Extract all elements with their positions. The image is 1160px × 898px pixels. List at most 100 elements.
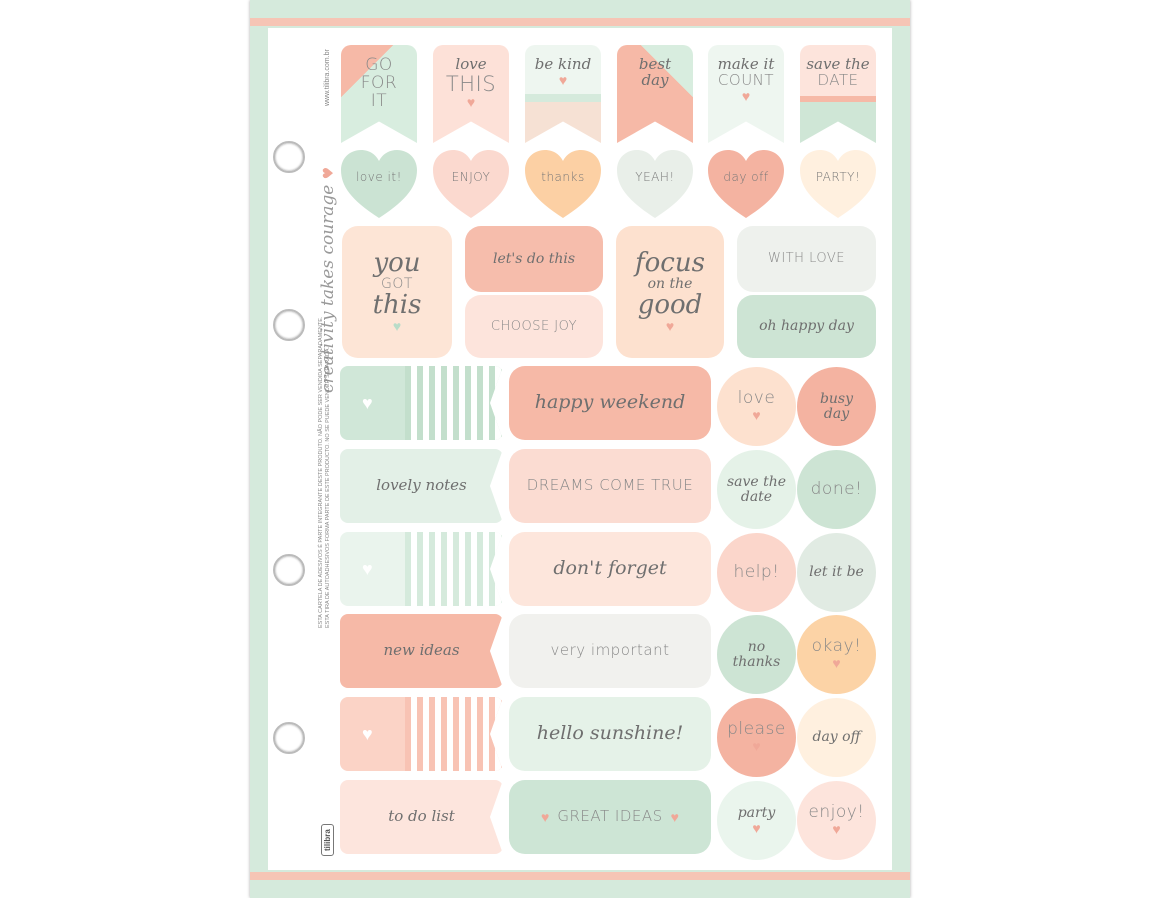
heart-icon: ♥ [362, 723, 373, 744]
striped-tab-sticker[interactable]: ♥ [340, 532, 503, 606]
sticker-label: YEAH! [635, 169, 675, 184]
heart-sticker[interactable]: PARTY! [800, 150, 876, 218]
sticker-sheet: www.tilibra.com.br creativity takes cour… [250, 0, 910, 898]
label-sticker[interactable]: happy weekend [509, 366, 711, 440]
sticker-label: DREAMS COME TRUE [526, 476, 694, 495]
sticker-label: GREAT IDEAS [557, 807, 663, 826]
circle-sticker[interactable]: party ♥ [717, 781, 796, 860]
heart-sticker[interactable]: ENJOY [433, 150, 509, 218]
stripes [405, 366, 503, 440]
sticker-label: party [737, 804, 776, 821]
striped-tab-sticker[interactable]: ♥ [340, 366, 503, 440]
heart-icon: ♥ [362, 392, 373, 413]
binder-hole [273, 309, 305, 341]
sticker-label: DATE [817, 70, 859, 89]
heart-icon: ♥ [752, 738, 761, 755]
circle-sticker[interactable]: done! [797, 450, 876, 529]
heart-icon: ♥ [665, 318, 675, 335]
sticker-label: you [373, 248, 421, 279]
heart-sticker[interactable]: love it! [341, 150, 417, 218]
label-sticker[interactable]: DREAMS COME TRUE [509, 449, 711, 523]
label-sticker[interactable]: very important [509, 614, 711, 688]
heart-sticker[interactable]: YEAH! [617, 150, 693, 218]
binder-hole [273, 554, 305, 586]
sticker-label: hello sunshine! [536, 722, 684, 745]
heart-icon: ♥ [541, 808, 550, 825]
heart-icon: ♥ [670, 808, 679, 825]
label-sticker[interactable]: let's do this [465, 226, 603, 292]
flag-sticker[interactable]: best day [617, 45, 693, 143]
label-sticker[interactable]: hello sunshine! [509, 697, 711, 771]
circle-sticker[interactable]: day off [797, 698, 876, 777]
heart-sticker[interactable]: day off [708, 150, 784, 218]
binder-hole [273, 141, 305, 173]
heart-icon: ♥ [832, 821, 841, 838]
sticker-label: COUNT [717, 70, 775, 89]
sticker-label: IT [370, 90, 388, 111]
circle-sticker[interactable]: busy day [797, 367, 876, 446]
stripes [405, 697, 503, 771]
circle-sticker[interactable]: enjoy! ♥ [797, 781, 876, 860]
sticker-label: WITH LOVE [768, 251, 845, 267]
notice-pt: ESTA CARTELA DE ADESIVOS É PARTE INTEGRA… [318, 316, 324, 628]
label-sticker[interactable]: ♥ GREAT IDEAS ♥ [509, 780, 711, 854]
heart-icon: ♥ [362, 558, 373, 579]
circle-sticker[interactable]: help! [717, 533, 796, 612]
stripes [405, 532, 503, 606]
heart-icon: ♥ [752, 407, 761, 424]
circle-sticker[interactable]: save the date [717, 450, 796, 529]
label-sticker[interactable]: don't forget [509, 532, 711, 606]
sticker-label: oh happy day [759, 318, 854, 335]
label-sticker[interactable]: WITH LOVE [737, 226, 876, 292]
heart-icon: ♥ [558, 71, 568, 88]
striped-tab-sticker[interactable]: ♥ [340, 697, 503, 771]
sticker-label: be kind [534, 55, 592, 73]
tab-sticker[interactable]: lovely notes [340, 449, 503, 523]
heart-sticker[interactable]: thanks [525, 150, 601, 218]
sticker-label: happy weekend [534, 391, 686, 414]
brand-url: www.tilibra.com.br [324, 49, 331, 106]
sticker-label: busy day [819, 390, 854, 422]
label-sticker[interactable]: oh happy day [737, 295, 876, 358]
binder-hole [273, 722, 305, 754]
tab-sticker[interactable]: new ideas [340, 614, 503, 688]
sticker-label: done! [810, 478, 863, 499]
circle-sticker[interactable]: love ♥ [717, 367, 796, 446]
tab-sticker[interactable]: to do list [340, 780, 503, 854]
flag-sticker[interactable]: be kind ♥ [525, 45, 601, 143]
sticker-label: GOT [381, 276, 413, 293]
circle-sticker[interactable]: okay! ♥ [797, 615, 876, 694]
sticker-label: day off [723, 169, 769, 184]
sticker-label: GO [365, 55, 393, 75]
circle-sticker[interactable]: please ♥ [717, 698, 796, 777]
sticker-label: to do list [388, 807, 455, 826]
flag-sticker[interactable]: love THIS ♥ [433, 45, 509, 143]
flag-sticker[interactable]: save the DATE [800, 45, 876, 143]
flag-sticker[interactable]: make it COUNT ♥ [708, 45, 784, 143]
flag-sticker[interactable]: GO FOR IT [341, 45, 417, 143]
tilibra-logo: tilibra [321, 824, 334, 856]
sticker-label: day off [812, 729, 861, 746]
sticker-label: please [727, 719, 786, 740]
sticker-label: new ideas [383, 641, 460, 660]
sticker-label: let it be [809, 564, 864, 581]
sticker-label: don't forget [553, 557, 667, 580]
top-band [250, 18, 910, 26]
sticker-label: make it [717, 55, 775, 73]
circle-sticker[interactable]: let it be [797, 533, 876, 612]
label-sticker[interactable]: CHOOSE JOY [465, 295, 603, 358]
bottom-band [250, 872, 910, 880]
heart-icon: ♥ [392, 318, 402, 335]
notice-es: ESTA TIRA DE AUTOADHESIVOS FORMA PARTE D… [325, 346, 331, 628]
circle-sticker[interactable]: no thanks [717, 615, 796, 694]
heart-icon: ♥ [466, 93, 476, 110]
sticker-label: focus [635, 248, 705, 279]
sticker-label: okay! [811, 636, 862, 657]
sticker-label: this [372, 290, 422, 320]
label-sticker[interactable]: you GOT this ♥ [342, 226, 452, 358]
sticker-label: love it! [356, 169, 402, 184]
sticker-label: PARTY! [815, 169, 861, 184]
sticker-label: good [637, 290, 703, 320]
sticker-label: best [638, 55, 672, 73]
label-sticker[interactable]: focus on the good ♥ [616, 226, 724, 358]
